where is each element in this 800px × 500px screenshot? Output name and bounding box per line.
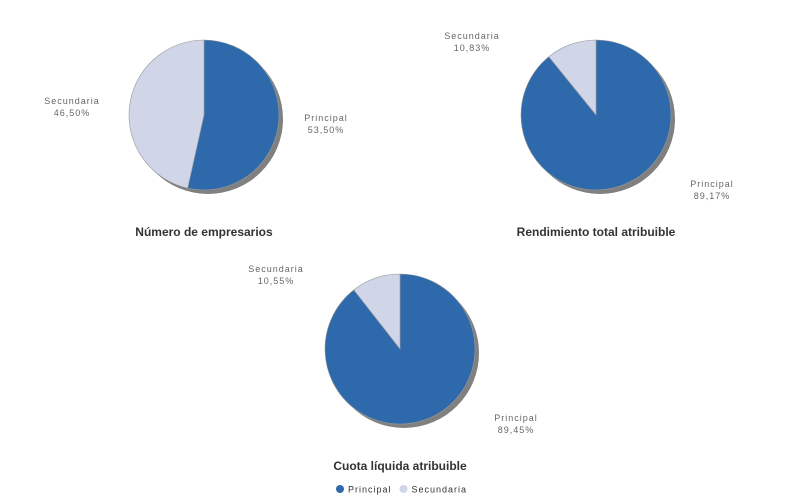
slice-label-name: Principal	[690, 179, 734, 189]
slice-label-name: Secundaria	[444, 31, 500, 41]
slice-label-value: 89,45%	[498, 425, 535, 435]
chart-title: Rendimiento total atribuible	[517, 225, 676, 239]
chart-title: Cuota líquida atribuible	[333, 459, 467, 473]
pie-slice-secundaria[interactable]	[128, 39, 205, 189]
slice-label-name: Principal	[304, 113, 348, 123]
legend-label: Secundaria	[412, 485, 468, 495]
legend-item[interactable]: Secundaria	[399, 485, 468, 495]
slice-label-value: 53,50%	[308, 125, 345, 135]
legend-marker	[399, 485, 408, 493]
pie-slice-principal[interactable]	[187, 39, 280, 191]
pie-chart: Principal 89,17% Secundaria 10,83% Rendimien…	[444, 31, 734, 239]
slice-label-name: Secundaria	[44, 96, 100, 106]
pie-slice-secundaria[interactable]	[353, 273, 401, 350]
slice-label-value: 89,17%	[694, 191, 731, 201]
legend: Principal Secundaria	[336, 485, 468, 495]
pie-slice-secundaria[interactable]	[548, 39, 597, 116]
slice-label-name: Secundaria	[248, 264, 304, 274]
slice-label-name: Principal	[494, 413, 538, 423]
pie-chart: Principal 53,50% Secundaria 46,50% Número de…	[44, 39, 348, 239]
slice-label-value: 46,50%	[54, 108, 91, 118]
legend-item[interactable]: Principal	[336, 485, 392, 495]
pie-chart: Principal 89,45% Secundaria 10,55% Cuota líq…	[248, 264, 538, 473]
slice-label-value: 10,55%	[258, 276, 295, 286]
slice-label-value: 10,83%	[454, 43, 491, 53]
chart-title: Número de empresarios	[135, 225, 273, 239]
legend-label: Principal	[348, 485, 392, 495]
legend-marker	[336, 485, 344, 493]
